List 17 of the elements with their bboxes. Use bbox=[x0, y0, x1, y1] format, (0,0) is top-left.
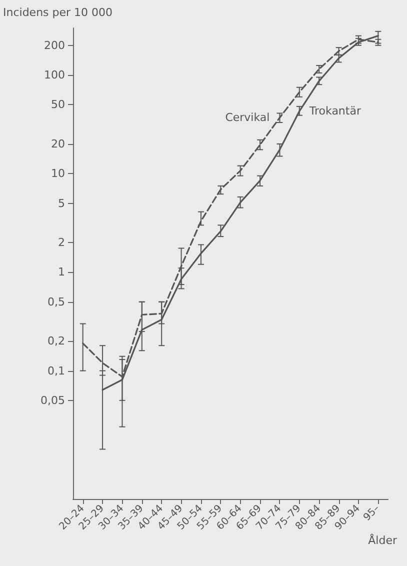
y-tick-label: 0,2 bbox=[48, 334, 65, 348]
y-tick-label: 10 bbox=[51, 167, 65, 180]
y-axis-title: Incidens per 10 000 bbox=[3, 6, 113, 19]
y-tick-label: 5 bbox=[58, 196, 65, 210]
y-tick-label: 20 bbox=[51, 137, 65, 150]
y-tick-label: 0,1 bbox=[48, 364, 65, 378]
y-tick-label: 100 bbox=[44, 68, 65, 82]
y-tick-label: 50 bbox=[51, 98, 65, 112]
y-tick-label: 2 bbox=[58, 236, 65, 250]
x-axis-title: Ålder bbox=[368, 533, 398, 547]
x-tick-label: 95– bbox=[362, 503, 382, 524]
series-label: Trokantär bbox=[308, 104, 362, 118]
y-tick-label: 0,5 bbox=[48, 295, 65, 308]
y-tick-label: 1 bbox=[58, 266, 65, 279]
series-label: Cervikal bbox=[225, 111, 270, 124]
y-tick-label: 0,05 bbox=[40, 394, 65, 407]
y-tick-label: 200 bbox=[44, 38, 65, 52]
